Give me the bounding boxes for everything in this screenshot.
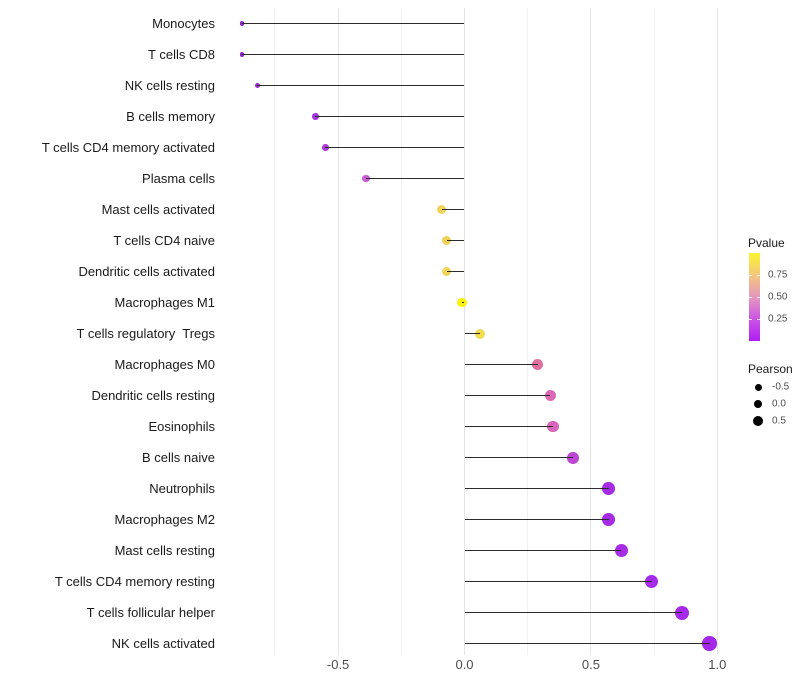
lollipop-point — [532, 359, 544, 371]
lollipop-stem — [365, 177, 465, 180]
lollipop-stem — [446, 239, 465, 242]
colorbar-tick-mark — [749, 275, 752, 276]
gridline-major — [464, 8, 465, 655]
lollipop-point — [474, 328, 485, 339]
gridline-minor — [653, 8, 655, 655]
pearson-legend-dot — [754, 383, 762, 391]
y-axis-label: Neutrophils — [149, 480, 215, 496]
colorbar-tick-mark — [757, 319, 760, 320]
y-axis-label: T cells CD8 — [148, 46, 215, 62]
y-axis-label: Macrophages M1 — [114, 294, 215, 310]
colorbar-tick-label: 0.50 — [768, 291, 788, 303]
lollipop-point — [644, 574, 659, 589]
pearson-legend-label: 0.5 — [772, 415, 786, 427]
lollipop-point — [457, 297, 467, 308]
colorbar-tick-label: 0.25 — [768, 313, 788, 325]
lollipop-stem — [464, 642, 710, 645]
colorbar-tick-label: 0.75 — [768, 269, 788, 281]
y-axis-label: Mast cells resting — [114, 542, 215, 558]
lollipop-stem — [441, 208, 465, 211]
gridline-minor — [400, 8, 402, 655]
pvalue-colorbar — [749, 253, 760, 341]
y-axis-label: Eosinophils — [148, 418, 216, 434]
y-axis-label: Monocytes — [152, 15, 215, 31]
lollipop-stem — [464, 456, 574, 459]
lollipop-stem — [464, 332, 480, 335]
pearson-legend-dot — [753, 416, 763, 427]
x-tick-label: -0.5 — [326, 657, 350, 672]
lollipop-stem — [446, 270, 465, 273]
y-axis-label: B cells naive — [142, 449, 215, 465]
x-tick-label: 0.0 — [455, 657, 474, 672]
lollipop-stem — [464, 394, 551, 397]
lollipop-stem — [315, 115, 465, 118]
gridline-major — [590, 8, 592, 655]
y-axis-label: B cells memory — [126, 108, 215, 124]
pearson-legend-title: Pearson — [748, 362, 793, 376]
lollipop-stem — [464, 425, 553, 428]
lollipop-stem — [464, 549, 622, 552]
lollipop-point — [547, 420, 559, 433]
lollipop-point — [702, 636, 718, 652]
colorbar-tick-mark — [757, 275, 760, 276]
lollipop-stem — [464, 487, 609, 490]
pearson-legend-label: 0.0 — [772, 398, 786, 410]
lollipop-stem — [325, 146, 465, 149]
lollipop-point — [362, 174, 370, 183]
gridline-minor — [527, 8, 529, 655]
y-axis-label: T cells follicular helper — [86, 604, 215, 620]
y-axis-label: NK cells activated — [111, 635, 215, 651]
lollipop-stem — [461, 301, 465, 304]
lollipop-stem — [257, 84, 465, 87]
y-axis-label: T cells regulatory Tregs — [76, 325, 215, 341]
y-axis-label: Dendritic cells resting — [91, 387, 215, 403]
pearson-legend-label: -0.5 — [772, 381, 790, 393]
colorbar-tick-mark — [757, 297, 760, 298]
lollipop-stem — [464, 363, 538, 366]
lollipop-stem — [464, 611, 682, 614]
lollipop-point — [254, 83, 260, 89]
x-tick-label: 0.5 — [581, 657, 600, 672]
gridline-minor — [274, 8, 276, 655]
y-axis-label: T cells CD4 memory activated — [41, 139, 215, 155]
lollipop-stem — [242, 22, 465, 25]
y-axis-label: Plasma cells — [142, 170, 215, 186]
colorbar-tick-mark — [749, 297, 752, 298]
x-tick-label: 1.0 — [708, 657, 727, 672]
lollipop-stem — [242, 53, 465, 56]
gridline-major — [716, 8, 718, 655]
lollipop-stem — [464, 580, 652, 583]
y-axis-label: Dendritic cells activated — [78, 263, 215, 279]
y-axis-label: Mast cells activated — [101, 201, 215, 217]
y-axis-label: NK cells resting — [124, 77, 215, 93]
pvalue-legend-title: Pvalue — [748, 236, 785, 250]
y-axis-label: T cells CD4 naive — [113, 232, 215, 248]
y-axis-label: Macrophages M0 — [114, 356, 215, 372]
lollipop-stem — [464, 518, 609, 521]
y-axis-label: T cells CD4 memory resting — [54, 573, 215, 589]
colorbar-tick-mark — [749, 319, 752, 320]
gridline-major — [337, 8, 339, 655]
pearson-legend-dot — [753, 399, 763, 409]
y-axis-label: Macrophages M2 — [114, 511, 215, 527]
